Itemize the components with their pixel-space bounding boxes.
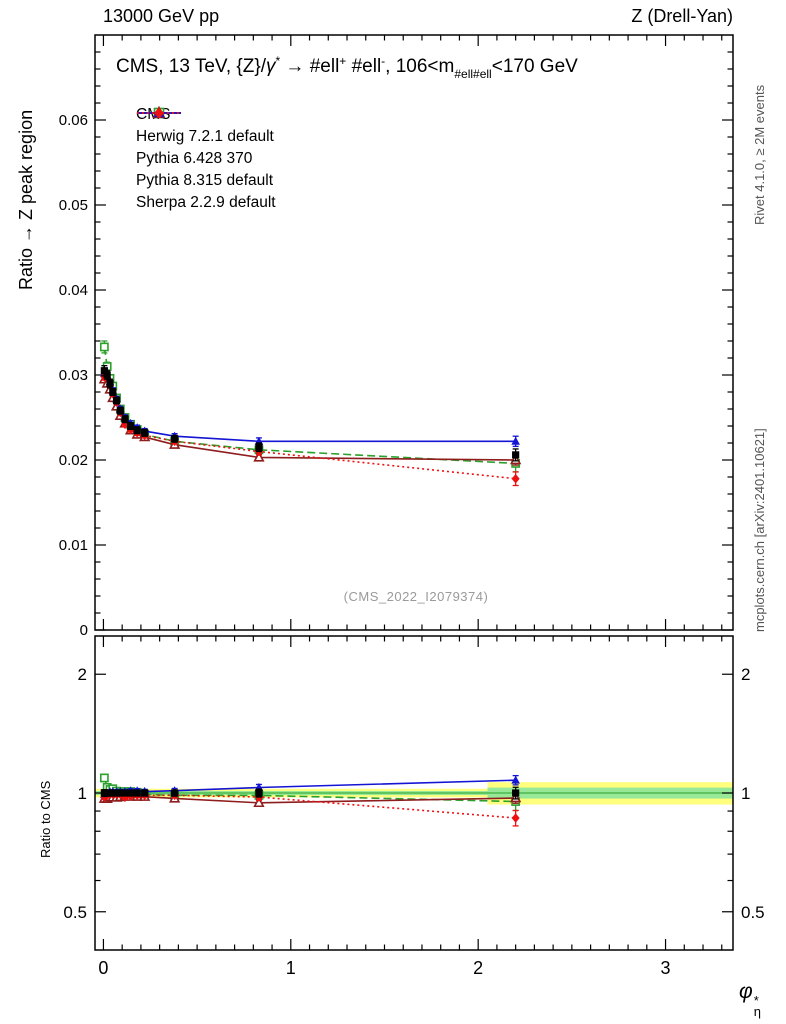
legend-item: Pythia 6.428 370	[136, 105, 276, 170]
legend-item: Pythia 8.315 default	[136, 107, 276, 192]
title-gamma: γ	[265, 56, 276, 77]
svg-text:2: 2	[473, 958, 483, 978]
title-arrow-leptons: → #ell	[280, 56, 340, 77]
title-mass-sub: #ell#ell	[454, 67, 492, 81]
uncertainty-band	[95, 782, 733, 805]
mcplots-citation: mcplots.cern.ch [arXiv:2401.10621]	[752, 428, 767, 632]
series-pythia-6-428-370-main	[98, 372, 522, 466]
legend-marker-diamond-filled	[137, 107, 181, 119]
svg-text:0.05: 0.05	[59, 197, 88, 214]
title-mass-high: <170 GeV	[491, 56, 578, 77]
svg-text:1: 1	[741, 784, 750, 803]
title-minus-sup: -	[381, 54, 386, 68]
svg-text:0.5: 0.5	[741, 903, 765, 922]
legend-label: Pythia 8.315 default	[136, 172, 274, 189]
legend-label: Sherpa 2.2.9 default	[136, 194, 276, 211]
series-herwig-7-2-1-default-main	[99, 340, 521, 473]
phi-symbol: φ	[739, 980, 753, 1003]
series-cms-ratio	[100, 786, 520, 800]
main-y-axis-label: Ratio → Z peak region	[16, 109, 36, 290]
legend-item: Sherpa 2.2.9 default	[136, 107, 276, 214]
svg-text:1: 1	[286, 958, 296, 978]
svg-text:2: 2	[78, 665, 87, 684]
header-beam-energy: 13000 GeV pp	[103, 6, 220, 26]
series-pythia-8-315-default-main	[100, 368, 520, 448]
legend-label: Herwig 7.2.1 default	[136, 128, 274, 145]
title-plus-sup: +	[339, 54, 347, 68]
ratio-y-axis-label: Ratio to CMS	[38, 780, 53, 858]
phi-eta-sub: η	[753, 1004, 761, 1019]
svg-text:0.06: 0.06	[59, 112, 88, 129]
title-mass-low: , 106<m	[385, 56, 455, 77]
svg-text:2: 2	[741, 665, 750, 684]
svg-text:0.03: 0.03	[59, 367, 88, 384]
legend-item: Herwig 7.2.1 default	[136, 107, 276, 148]
title-star-sup: *	[275, 54, 281, 68]
title-text: CMS, 13 TeV, {Z}/	[116, 56, 266, 77]
title-lepton2: #ell	[346, 56, 382, 77]
series-cms-main	[100, 364, 520, 462]
svg-text:0.5: 0.5	[63, 903, 87, 922]
series-sherpa-2-2-9-default-main	[100, 371, 520, 487]
svg-text:0: 0	[80, 622, 88, 639]
legend: CMS Herwig 7.2.1 default Pythia 6.428 370 P…	[136, 104, 276, 214]
legend-label: Pythia 6.428 370	[136, 150, 253, 167]
x-axis-label: φ * η	[739, 980, 761, 1019]
phi-star-sup: *	[753, 993, 759, 1008]
header-process: Z (Drell-Yan)	[631, 6, 733, 26]
svg-text:3: 3	[661, 958, 671, 978]
analysis-id-watermark: (CMS_2022_I2079374)	[343, 589, 489, 604]
phi-star-eta: * η	[753, 993, 761, 1019]
panel-title: CMS, 13 TeV, {Z}/γ* → #ell+ #ell-, 106<m…	[116, 54, 578, 81]
svg-text:0.02: 0.02	[59, 452, 88, 469]
rivet-version-note: Rivet 4.1.0, ≥ 2M events	[752, 84, 767, 225]
svg-text:0: 0	[98, 958, 108, 978]
svg-text:0.04: 0.04	[59, 282, 88, 299]
axis-ticks: 0 1 2 3 0 0.01 0.02 0.03 0.04 0.05 0.06 0.5 0.5 1 1 2 2	[59, 35, 765, 978]
svg-text:1: 1	[78, 784, 87, 803]
svg-text:0.01: 0.01	[59, 537, 88, 554]
